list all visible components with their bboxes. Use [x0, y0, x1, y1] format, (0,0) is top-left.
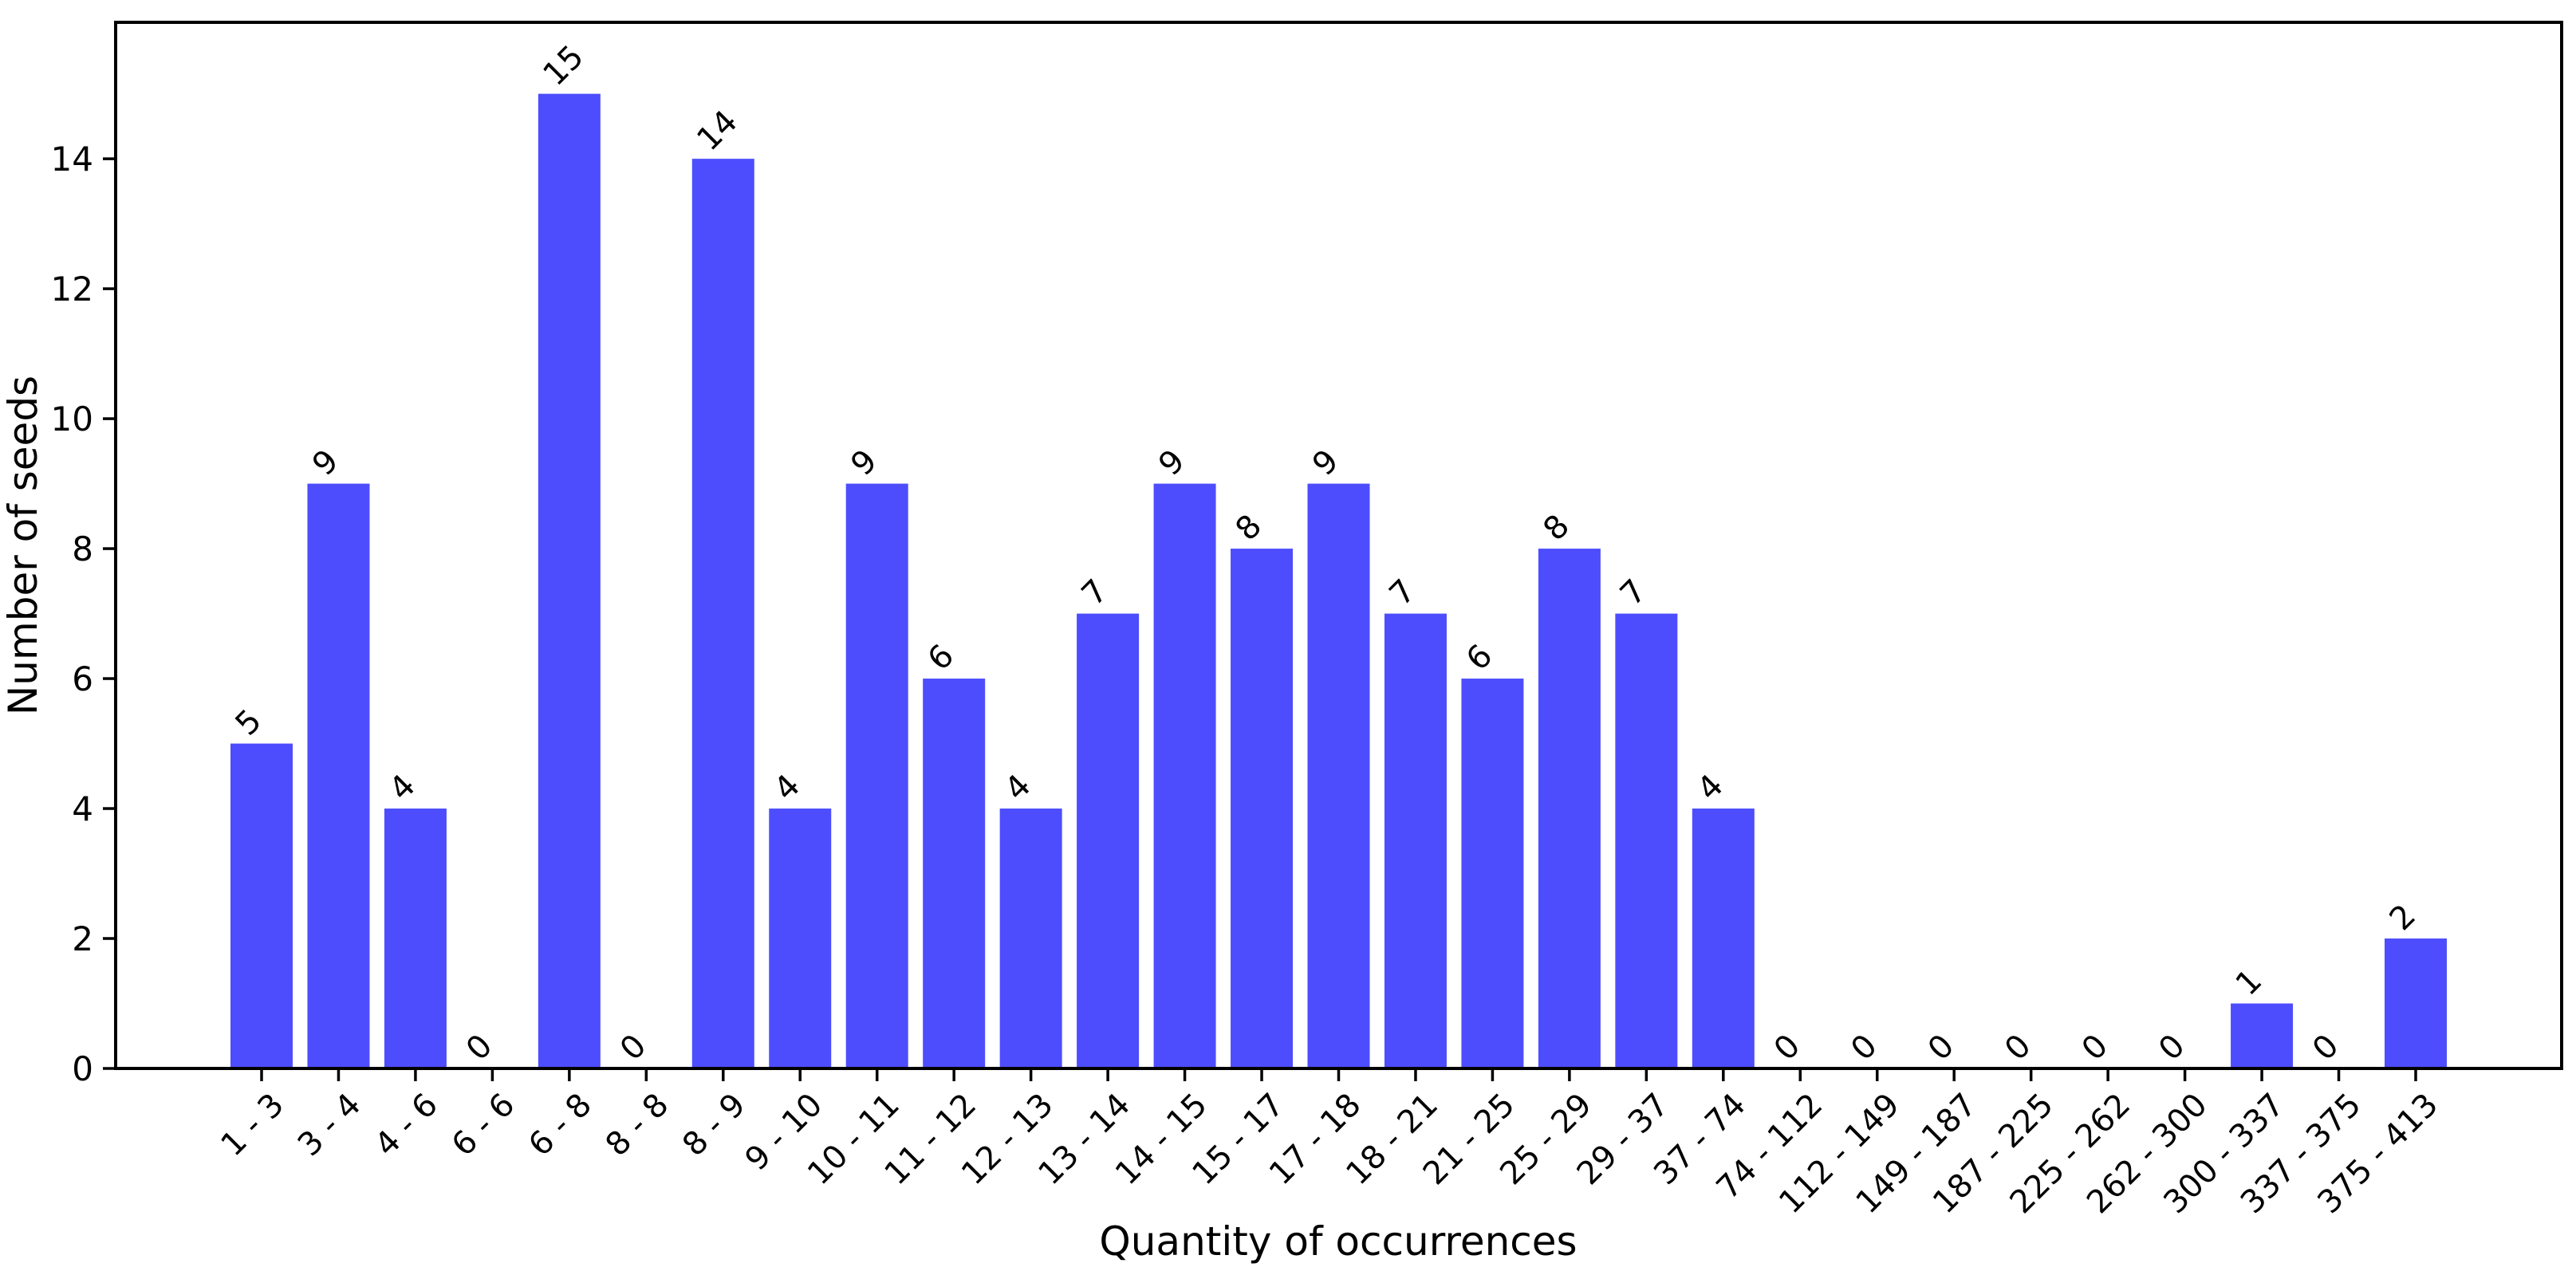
y-tick-label: 8	[72, 529, 93, 569]
bar-value-label: 0	[1844, 1028, 1885, 1068]
bar-value-label: 4	[767, 768, 808, 809]
bar-value-label: 6	[921, 638, 962, 679]
y-tick-label: 4	[72, 789, 93, 828]
bar	[769, 809, 832, 1068]
y-tick-label: 10	[51, 399, 93, 439]
y-tick-label: 6	[72, 659, 93, 698]
bar-value-label: 5	[229, 702, 270, 743]
bar-value-label: 9	[844, 443, 884, 483]
bar-value-label: 4	[1690, 768, 1731, 809]
bar-value-label: 2	[2383, 898, 2424, 938]
bar	[1538, 549, 1601, 1068]
x-tick-label: 6 - 6	[445, 1087, 522, 1164]
bar-value-label: 8	[1229, 508, 1270, 549]
bar-value-label: 14	[690, 104, 745, 159]
y-axis-label: Number of seeds	[0, 376, 46, 715]
bar	[1153, 483, 1216, 1068]
bar	[230, 743, 293, 1068]
bar	[1077, 613, 1140, 1068]
bar-value-label: 6	[1459, 638, 1500, 679]
bar	[1307, 483, 1370, 1068]
bar-value-label: 9	[1152, 443, 1192, 483]
x-tick-label: 6 - 8	[522, 1087, 599, 1164]
bar-value-label: 0	[613, 1028, 654, 1068]
bar	[538, 93, 601, 1068]
bar	[691, 159, 754, 1069]
bar	[999, 809, 1062, 1068]
bar-value-label: 7	[1383, 573, 1424, 613]
x-tick-label: 3 - 4	[291, 1087, 368, 1164]
bar	[1461, 679, 1524, 1068]
bar-value-label: 0	[2152, 1028, 2192, 1068]
bar-value-label: 15	[536, 38, 591, 93]
bar-value-label: 0	[1921, 1028, 1962, 1068]
bar-value-label: 9	[1306, 443, 1346, 483]
x-tick-label: 8 - 8	[599, 1087, 676, 1164]
bar-value-label: 9	[305, 443, 346, 483]
bar-value-label: 8	[1536, 508, 1577, 549]
bar	[384, 809, 447, 1068]
bar-value-label: 7	[1613, 573, 1654, 613]
bar	[307, 483, 370, 1068]
bar-value-label: 0	[2075, 1028, 2116, 1068]
bars-layer	[230, 93, 2447, 1069]
bar	[1231, 549, 1294, 1068]
y-tick-label: 12	[51, 270, 93, 309]
y-tick-label: 0	[72, 1049, 93, 1088]
bar	[1615, 613, 1678, 1068]
bar	[845, 483, 908, 1068]
x-tick-label: 4 - 6	[368, 1087, 445, 1164]
bar-value-label: 4	[382, 768, 423, 809]
y-tick-label: 2	[72, 919, 93, 958]
bar	[923, 679, 986, 1068]
bar-value-label: 0	[1998, 1028, 2038, 1068]
bar	[2385, 938, 2447, 1068]
bar-value-label: 1	[2229, 962, 2270, 1003]
bar	[1384, 613, 1447, 1068]
x-axis-label: Quantity of occurrences	[1099, 1218, 1577, 1265]
bar-value-label: 4	[998, 768, 1038, 809]
bar-value-label: 0	[459, 1028, 500, 1068]
y-tick-label: 14	[51, 140, 93, 179]
ticks-layer	[103, 157, 2417, 1081]
bar	[1692, 809, 1755, 1068]
bar	[2231, 1003, 2294, 1068]
bar-value-label: 0	[1767, 1028, 1808, 1068]
x-tick-label: 1 - 3	[214, 1087, 291, 1164]
bar-value-label: 0	[2306, 1028, 2346, 1068]
bar-value-label: 7	[1075, 573, 1116, 613]
